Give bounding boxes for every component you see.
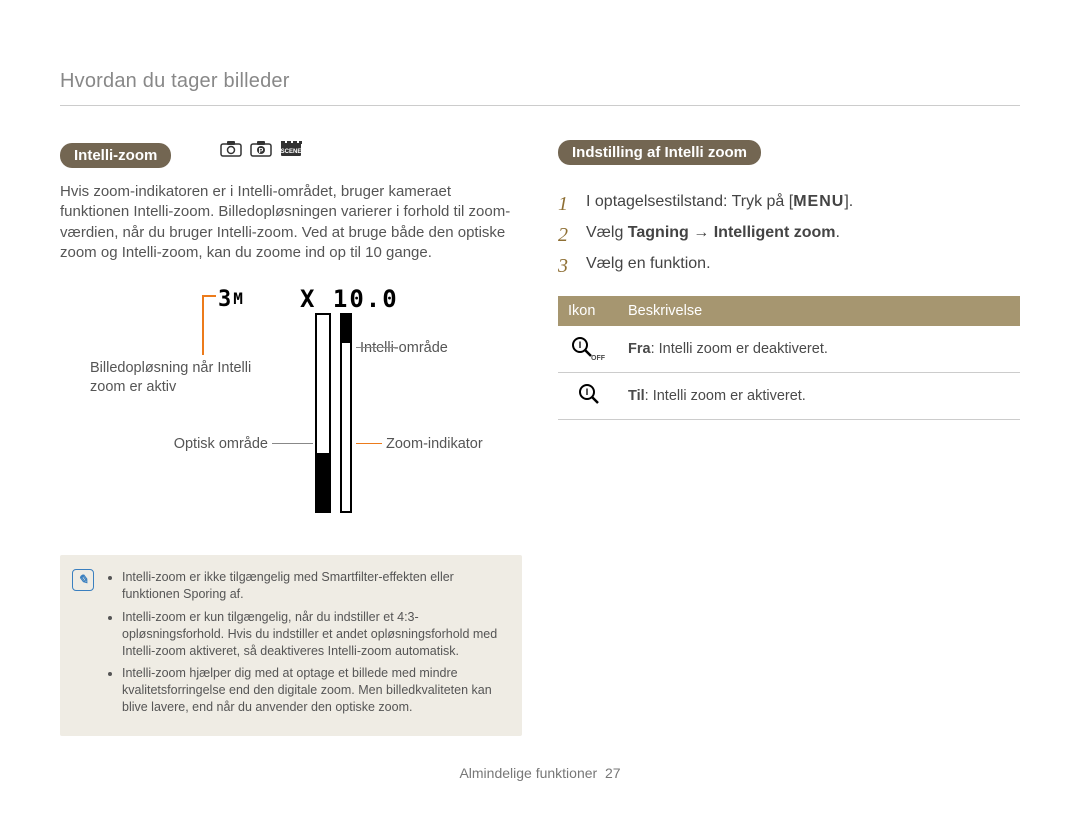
step-3: 3 Vælg en funktion. <box>558 255 1020 278</box>
menu-label: MENU <box>793 193 844 210</box>
icon-cell-off: I OFF <box>558 326 618 373</box>
step-number: 1 <box>558 193 576 216</box>
table-row: I OFF Fra: Intelli zoom er deaktiveret. <box>558 326 1020 373</box>
left-column: Intelli-zoom P SCENE Hvis zoom-indikator… <box>60 140 522 736</box>
connector-line <box>272 443 313 444</box>
label-zoom-indicator: Zoom-indikator <box>386 435 483 454</box>
label-intelli-area: Intelli-område <box>360 339 448 358</box>
section-pill-settings: Indstilling af Intelli zoom <box>558 140 761 165</box>
camera-smart-icon <box>220 140 242 158</box>
note-box: ✎ Intelli-zoom er ikke tilgængelig med S… <box>60 555 522 736</box>
col-header-desc: Beskrivelse <box>618 296 1020 326</box>
svg-text:I: I <box>586 387 589 397</box>
connector-line-accent <box>356 443 382 444</box>
step-1: 1 I optagelsestilstand: Tryk på [MENU]. <box>558 193 1020 216</box>
step-text: Vælg Tagning → Intelligent zoom. <box>586 224 840 247</box>
footer-section: Almindelige funktioner <box>459 765 597 781</box>
divider <box>60 105 1020 106</box>
label-resolution: Billedopløsning når Intelli zoom er akti… <box>90 359 260 397</box>
scene-icon: SCENE <box>280 140 302 158</box>
note-icon: ✎ <box>72 569 94 591</box>
label-optical-area: Optisk område <box>173 435 268 454</box>
steps-list: 1 I optagelsestilstand: Tryk på [MENU]. … <box>558 193 1020 278</box>
step-number: 3 <box>558 255 576 278</box>
lead-line <box>202 295 216 297</box>
lead-line <box>202 295 204 355</box>
zoom-bar-right <box>340 313 352 513</box>
note-item: Intelli-zoom hjælper dig med at optage e… <box>122 665 506 716</box>
zoom-value-badge: X 10.0 <box>300 285 399 313</box>
step-text: I optagelsestilstand: Tryk på [MENU]. <box>586 193 853 216</box>
svg-text:P: P <box>258 148 263 155</box>
step-text: Vælg en funktion. <box>586 255 711 278</box>
connector-line <box>356 347 396 348</box>
section-pill-intelli-zoom: Intelli-zoom <box>60 143 171 168</box>
mode-icons: P SCENE <box>220 140 302 158</box>
footer-page-number: 27 <box>605 765 621 781</box>
note-item: Intelli-zoom er ikke tilgængelig med Sma… <box>122 569 506 603</box>
note-item: Intelli-zoom er kun tilgængelig, når du … <box>122 609 506 660</box>
resolution-badge: 3M <box>218 287 245 312</box>
desc-cell: Fra: Intelli zoom er deaktiveret. <box>618 326 1020 373</box>
svg-text:SCENE: SCENE <box>280 149 301 155</box>
step-2: 2 Vælg Tagning → Intelligent zoom. <box>558 224 1020 247</box>
col-header-icon: Ikon <box>558 296 618 326</box>
table-header-row: Ikon Beskrivelse <box>558 296 1020 326</box>
breadcrumb: Hvordan du tager billeder <box>60 70 1020 93</box>
icon-cell-on: I <box>558 373 618 420</box>
right-column: Indstilling af Intelli zoom 1 I optagels… <box>558 140 1020 736</box>
icon-description-table: Ikon Beskrivelse I OFF Fra: Intelli zoom… <box>558 296 1020 420</box>
camera-p-icon: P <box>250 140 272 158</box>
zoom-bar-left <box>315 313 331 513</box>
svg-text:I: I <box>579 340 582 350</box>
intelli-zoom-off-icon: I <box>571 336 591 356</box>
intelli-zoom-on-icon: I <box>578 383 598 403</box>
page-footer: Almindelige funktioner 27 <box>0 765 1080 781</box>
intro-paragraph: Hvis zoom-indikatoren er i Intelli-områd… <box>60 182 522 263</box>
desc-cell: Til: Intelli zoom er aktiveret. <box>618 373 1020 420</box>
zoom-diagram: 3M X 10.0 Billedopløsning når Intelli zo… <box>60 281 522 531</box>
step-number: 2 <box>558 224 576 247</box>
table-row: I Til: Intelli zoom er aktiveret. <box>558 373 1020 420</box>
note-list: Intelli-zoom er ikke tilgængelig med Sma… <box>106 569 506 722</box>
